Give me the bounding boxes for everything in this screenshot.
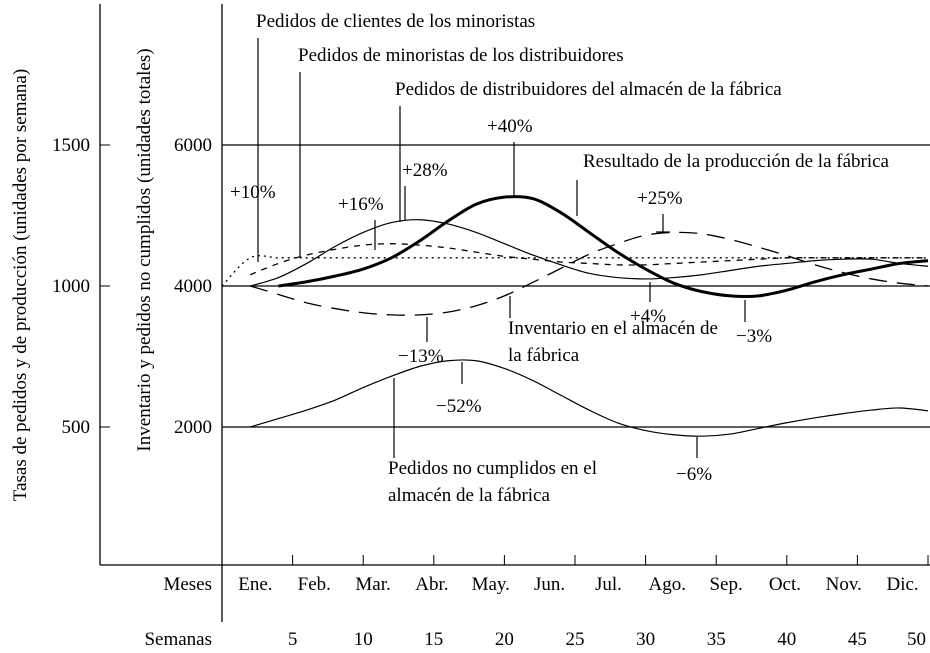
- x-tick-label: 25: [566, 629, 585, 650]
- x-tick-label: 15: [424, 629, 443, 650]
- x-tick-label: 35: [707, 629, 726, 650]
- series-label: Pedidos de distribuidores del almacén de…: [395, 79, 782, 100]
- series-line: [249, 243, 928, 276]
- annotation: +4%: [630, 306, 666, 327]
- annotation: +10%: [230, 182, 276, 203]
- y2-axis-label: Inventario y pedidos no cumplidos (unida…: [134, 48, 155, 451]
- series-label: Inventario en el almacén de la fábrica: [508, 318, 718, 366]
- y-tick-label: 1000: [52, 276, 90, 297]
- month-label: May.: [472, 574, 510, 595]
- month-label: Jul.: [595, 574, 622, 595]
- month-label: Sep.: [709, 574, 742, 595]
- annotation: +40%: [487, 116, 533, 137]
- x-axis-label: Semanas: [144, 629, 212, 650]
- x-tick-label: 20: [495, 629, 514, 650]
- month-label: Mar.: [355, 574, 390, 595]
- x-tick-label: 30: [636, 629, 655, 650]
- series-label: Pedidos no cumplidos en el almacén de la…: [388, 458, 597, 506]
- x-tick-label: 10: [354, 629, 373, 650]
- x-tick-label: 40: [777, 629, 796, 650]
- month-label: Dic.: [886, 574, 918, 595]
- annotation: +28%: [402, 160, 448, 181]
- series-line: [221, 255, 928, 287]
- y-tick-label: 1500: [52, 135, 90, 156]
- y2-tick-label: 4000: [174, 276, 212, 297]
- month-label: Feb.: [298, 574, 331, 595]
- y-tick-label: 500: [62, 417, 91, 438]
- series-label: Resultado de la producción de la fábrica: [583, 151, 889, 172]
- y-axis-label: Tasas de pedidos y de producción (unidad…: [10, 69, 31, 501]
- x-tick-label: 45: [848, 629, 867, 650]
- annotation: +16%: [338, 194, 384, 215]
- month-label: Nov.: [826, 574, 862, 595]
- annotation: −13%: [398, 346, 444, 367]
- month-label: Ago.: [649, 574, 686, 595]
- month-label: Ene.: [238, 574, 272, 595]
- month-label: Abr.: [415, 574, 448, 595]
- x-tick-label: 5: [288, 629, 298, 650]
- x-tick-label: 50: [907, 629, 926, 650]
- annotation: −3%: [736, 326, 772, 347]
- month-axis-label: Meses: [163, 574, 212, 595]
- series-line: [250, 219, 929, 287]
- month-label: Jun.: [534, 574, 565, 595]
- y2-tick-label: 2000: [174, 417, 212, 438]
- annotation: +25%: [637, 188, 683, 209]
- annotation: −6%: [676, 464, 712, 485]
- series-label: Pedidos de minoristas de los distribuido…: [298, 45, 624, 66]
- series-line: [250, 359, 929, 437]
- series-line: [278, 195, 929, 298]
- y2-tick-label: 6000: [174, 135, 212, 156]
- annotation: −52%: [436, 396, 482, 417]
- month-label: Oct.: [769, 574, 801, 595]
- series-line: [250, 231, 929, 316]
- series-label: Pedidos de clientes de los minoristas: [256, 11, 536, 32]
